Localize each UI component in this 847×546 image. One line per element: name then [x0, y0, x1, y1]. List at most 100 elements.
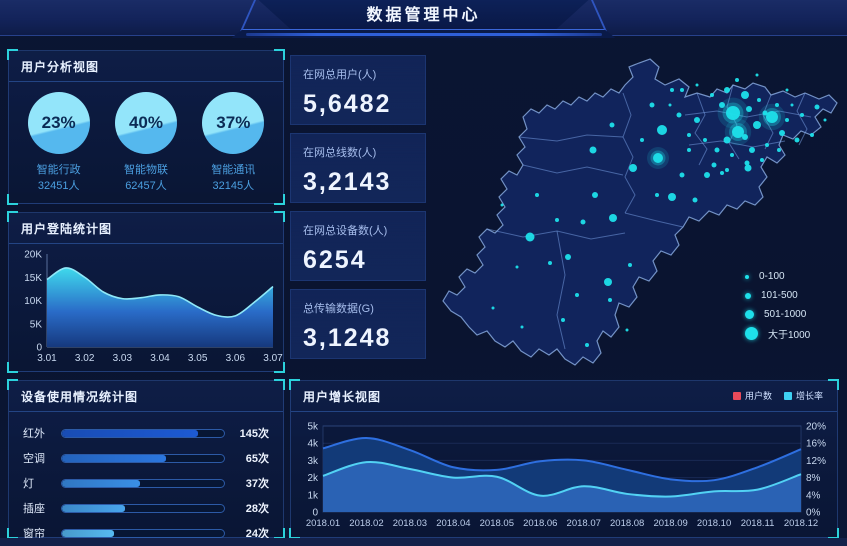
axis-tick: 3.01: [37, 353, 57, 364]
login-x-axis: 3.01 3.02 3.03 3.04 3.05 3.06 3.07: [37, 353, 283, 364]
map-dot: [609, 122, 615, 128]
login-y-axis: 0 5K 10K 15K 20K: [24, 250, 42, 354]
map-dot: [604, 278, 612, 286]
circle-percentage: 23%: [41, 113, 76, 132]
axis-tick: 5K: [30, 319, 43, 330]
map-dot: [548, 261, 552, 265]
map-dot: [629, 164, 637, 172]
map-dot: [724, 87, 730, 93]
bar-label: 空调: [23, 453, 45, 465]
circle-label: 智能行政: [36, 164, 81, 176]
axis-tick: 16%: [806, 439, 826, 450]
bar-value: 28次: [245, 503, 269, 515]
map-dot: [710, 93, 714, 97]
bar-fill: [62, 479, 140, 487]
rate-line: [322, 460, 802, 498]
map-dot: [719, 102, 725, 108]
growth-right-axis: 0% 4% 8% 12% 16% 20%: [806, 422, 826, 519]
map-dot: [823, 118, 827, 122]
map-dot: [695, 83, 699, 87]
bar-fill: [62, 454, 166, 462]
map-border-line: [522, 164, 624, 176]
map-legend-row: 大于1000: [745, 324, 810, 343]
map-border-line: [622, 92, 636, 214]
map-dot: [668, 193, 676, 201]
map-dot: [585, 343, 589, 347]
map-dots: [491, 73, 827, 347]
header-ornament: [231, 29, 616, 38]
bar-row: 灯 37次: [23, 475, 269, 491]
growth-x-axis: 2018.01 2018.02 2018.03 2018.04 2018.05 2018.…: [306, 518, 818, 529]
bar-value: 65次: [245, 453, 269, 465]
corner-bracket-icon: [289, 379, 300, 390]
rate-area-fill: [323, 461, 801, 512]
circle-percentage: 40%: [128, 113, 163, 132]
map-dot: [703, 138, 707, 142]
axis-tick: 3.03: [113, 353, 133, 364]
map-dot: [687, 133, 691, 137]
map-dot: [730, 153, 734, 157]
axis-tick: 8%: [806, 473, 821, 484]
map-dot: [580, 219, 586, 225]
axis-tick: 5k: [307, 422, 319, 433]
map-dot: [755, 73, 759, 77]
axis-tick: 3.02: [75, 353, 95, 364]
bar-track: [61, 428, 225, 438]
map-dot: [575, 293, 579, 297]
axis-tick: 4%: [806, 490, 821, 501]
map-dot: [525, 232, 535, 242]
map-dot: [692, 197, 698, 203]
corner-bracket-icon: [7, 49, 18, 60]
bar-value: 145次: [239, 428, 269, 440]
login-area-fill: [47, 267, 273, 347]
map-legend-label: 501-1000: [764, 309, 807, 320]
map-dot: [555, 218, 559, 222]
kpi-label: 在网总线数(人): [303, 147, 377, 159]
map-dot: [653, 153, 663, 163]
axis-tick: 3.04: [150, 353, 170, 364]
axis-tick: 2018.06: [523, 518, 557, 529]
map-border-line: [518, 134, 624, 142]
axis-tick: 2018.05: [480, 518, 514, 529]
circle-label: 智能物联: [123, 164, 168, 176]
map-dot: [723, 136, 731, 144]
map-dot: [680, 88, 684, 92]
map-border-line: [688, 140, 786, 148]
legend-label: 用户数: [744, 391, 772, 401]
legend-swatch-cyan: [783, 391, 792, 400]
panel-user-analysis: 用户分析视图 23% 智能行政 32451人 40% 智能物联 62457人 3…: [7, 49, 285, 205]
map-dot: [520, 325, 524, 329]
bar-row: 窗帘 24次: [23, 525, 269, 541]
axis-tick: 2018.09: [653, 518, 687, 529]
corner-bracket-icon: [7, 379, 18, 390]
map-dot: [726, 106, 740, 120]
axis-tick: 2018.07: [567, 518, 601, 529]
map-dot: [757, 98, 761, 102]
kpi-label: 在网总用户(人): [303, 69, 377, 81]
kpi-value: 6254: [303, 246, 367, 274]
map-dot: [765, 143, 769, 147]
bar-fill: [62, 529, 114, 537]
map-legend-row: 501-1000: [745, 305, 810, 324]
circle-count: 32145人: [212, 180, 255, 192]
map-dot: [535, 193, 539, 197]
liquid-circle: 40%: [114, 92, 177, 154]
legend-item-rate: 增长率: [783, 389, 823, 402]
bar-label: 红外: [23, 428, 45, 440]
axis-tick: 3k: [307, 456, 319, 467]
panel-device-usage: 设备使用情况统计图 红外 145次 空调 65次 灯 37次 插座 28次: [7, 379, 285, 541]
map-dot: [491, 306, 495, 310]
kpi-value: 3,1248: [303, 324, 392, 352]
map-dot: [785, 118, 789, 122]
map-dot: [657, 125, 667, 135]
bar-row: 空调 65次: [23, 450, 269, 466]
map-dot: [760, 158, 764, 162]
axis-tick: 15K: [24, 273, 42, 284]
axis-tick: 0: [36, 343, 42, 354]
map-dot: [800, 113, 804, 117]
map-dot: [676, 112, 682, 118]
circle-percentage: 37%: [216, 113, 251, 132]
